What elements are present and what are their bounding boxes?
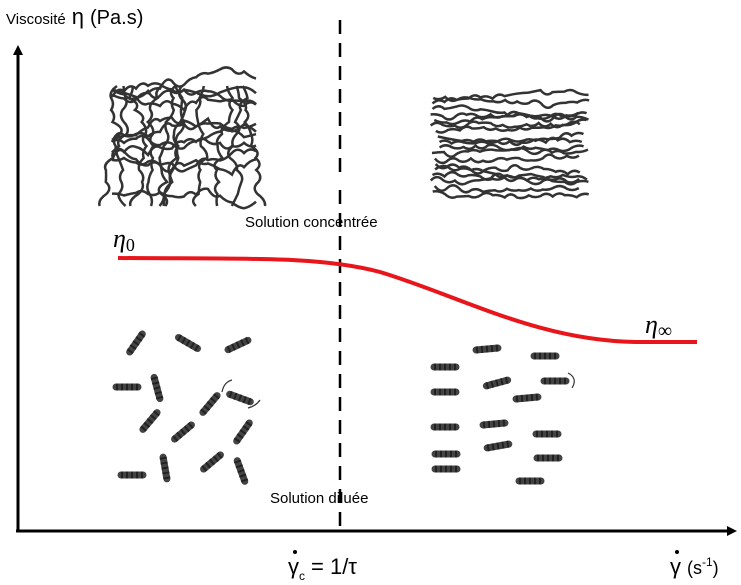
rod-beads [515,393,539,403]
chain [111,187,257,210]
chain [435,120,581,134]
eta0-label: η0 [113,224,135,255]
chain [111,147,257,177]
chain [431,170,589,186]
chain [162,85,188,207]
eta0-symbol: η [113,224,126,253]
rod-beads [140,410,160,432]
illustrations [98,66,590,485]
chain [429,172,588,186]
x-axis-label: γ (s-1) [670,554,719,579]
rod-beads [126,331,146,355]
rod-beads [226,337,250,353]
chain [433,184,580,194]
etainf-symbol: η [645,310,658,339]
rod-beads [228,390,252,406]
etainf-sub: ∞ [658,320,672,342]
x-label-symbol: γ [670,554,681,579]
chain [111,148,257,173]
rotation-arrow [221,379,233,393]
chain [111,66,257,104]
chain [110,116,257,143]
chain [431,88,589,105]
x-dot [675,550,679,554]
critical-value: = 1/τ [311,554,357,579]
chain [111,87,257,106]
chain [127,85,149,207]
rod-beads [200,393,220,415]
rod-beads [233,459,249,483]
y-label-unit: (Pa.s) [90,7,143,29]
chain [157,85,177,207]
chain [432,189,590,200]
y-axis-label: Viscosité η (Pa.s) [6,4,143,29]
rod-beads [482,419,506,429]
rotation-arrow [247,399,261,409]
region-top-label: Solution concentrée [245,214,378,231]
rod-beads [150,376,164,400]
chain [433,153,580,165]
chain [109,84,127,207]
chain [145,85,163,207]
region-bottom-label: Solution diluée [270,490,368,507]
x-label-unit: (s [687,558,702,578]
rod-beads [475,344,499,354]
x-label-close: ) [713,558,719,578]
chain [110,137,257,161]
chain [191,85,209,207]
rod-beads [233,420,253,444]
y-label-symbol: η [72,4,84,29]
chain [213,85,235,207]
rod-beads [172,422,194,442]
chain [438,131,585,146]
rod-beads [485,376,509,390]
critical-symbol: γ [288,554,299,579]
critical-dot [293,550,297,554]
chain [431,146,589,158]
chain [433,110,579,126]
critical-label: γc = 1/τ [288,554,357,583]
viscosity-curve [117,256,697,344]
critical-sub: c [299,569,305,583]
rod-beads [201,452,223,472]
x-label-exp: -1 [702,555,713,569]
chain [98,85,130,207]
rod-beads [486,440,510,452]
chain [434,163,581,176]
rod-beads [159,456,171,480]
rod-beads [176,334,200,352]
chain [430,111,588,121]
etainf-label: η∞ [645,310,672,342]
eta0-sub: 0 [126,235,135,255]
rotation-arrow [567,372,575,389]
y-label-text: Viscosité [6,11,66,28]
